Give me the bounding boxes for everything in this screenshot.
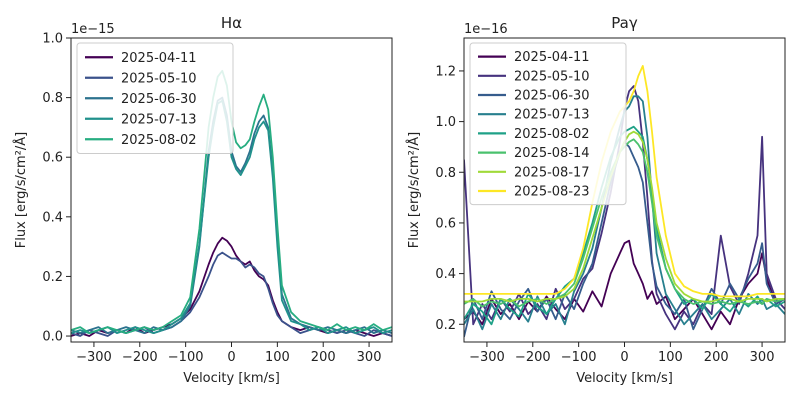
x-axis-label: Velocity [km/s] (183, 371, 280, 386)
legend-entry: 2025-08-02 (121, 133, 197, 148)
y-tick-label: 1.0 (42, 32, 63, 47)
y-multiplier: 1e−16 (464, 22, 508, 37)
y-axis-label: Flux [erg/s/cm²/Å] (13, 132, 29, 249)
chart-title: Hα (221, 14, 242, 32)
legend-entry: 2025-06-30 (121, 92, 197, 107)
y-tick-label: 0.4 (42, 210, 63, 225)
series-line-2025-08-02 (71, 69, 392, 335)
x-tick-label: −300 (469, 350, 505, 365)
y-tick-label: 0.8 (435, 166, 456, 181)
x-tick-label: 200 (311, 350, 336, 365)
x-tick-label: 200 (704, 350, 729, 365)
legend-entry: 2025-05-10 (514, 69, 590, 84)
y-axis-label: Flux [erg/s/cm²/Å] (406, 132, 422, 249)
legend-entry: 2025-07-13 (121, 112, 197, 127)
series-line-2025-08-17 (464, 130, 785, 303)
y-multiplier: 1e−15 (71, 22, 115, 37)
legend-entry: 2025-08-02 (514, 127, 590, 142)
series-line-2025-05-10 (464, 85, 785, 331)
legend-entry: 2025-04-11 (121, 51, 197, 66)
y-tick-label: 0.0 (42, 330, 63, 345)
x-tick-label: −300 (76, 350, 112, 365)
chart-2: −300 −200 −100 0 100 200 300 0.2 0.4 0.6 0.8 1.0 1.2… (406, 14, 786, 386)
y-tick-label: 1.2 (435, 64, 456, 79)
y-tick-label: 0.2 (435, 318, 456, 333)
y-tick-label: 0.2 (42, 270, 63, 285)
series-group (71, 69, 392, 337)
x-tick-label: 300 (750, 350, 775, 365)
x-tick-label: 100 (265, 350, 290, 365)
y-tick-label: 0.6 (435, 216, 456, 231)
x-tick-label: 300 (357, 350, 382, 365)
chart-title: Paγ (611, 14, 638, 32)
legend-entry: 2025-04-11 (514, 50, 590, 65)
x-tick-label: −100 (168, 350, 204, 365)
y-tick-label: 0.8 (42, 91, 63, 106)
legend-box (76, 42, 234, 154)
x-tick-label: −200 (122, 350, 158, 365)
legend: 2025-04-11 2025-05-10 2025-06-30 2025-07-13… (76, 42, 234, 154)
x-tick-label: −200 (515, 350, 551, 365)
series-line-2025-07-13 (71, 99, 392, 335)
legend-entry: 2025-06-30 (514, 89, 590, 104)
x-axis-label: Velocity [km/s] (576, 371, 673, 386)
series-line-2025-08-23 (464, 65, 785, 298)
x-tick-label: −100 (561, 350, 597, 365)
series-line-2025-04-11 (71, 236, 392, 337)
legend-entry: 2025-08-23 (514, 185, 590, 200)
series-line-2025-08-14 (464, 138, 785, 308)
series-line-2025-05-10 (71, 251, 392, 337)
x-tick-label: 100 (658, 350, 683, 365)
series-group (464, 65, 785, 338)
legend: 2025-04-11 2025-05-10 2025-06-30 2025-07-13… (469, 42, 627, 206)
chart-1: −300 −200 −100 0 100 200 300 0.0 0.2 0.4 0.6 0.8 1.0… (13, 14, 393, 386)
y-tick-label: 0.4 (435, 267, 456, 282)
legend-box (469, 42, 627, 206)
y-tick-label: 0.6 (42, 151, 63, 166)
legend-entry: 2025-08-14 (514, 146, 590, 161)
x-tick-label: 0 (620, 350, 628, 365)
series-line-2025-08-02 (464, 125, 785, 326)
x-tick-label: 0 (227, 350, 235, 365)
y-tick-label: 1.0 (435, 115, 456, 130)
legend-entry: 2025-05-10 (121, 71, 197, 86)
series-line-2025-06-30 (71, 96, 392, 335)
legend-entry: 2025-07-13 (514, 108, 590, 123)
legend-entry: 2025-08-17 (514, 165, 590, 180)
